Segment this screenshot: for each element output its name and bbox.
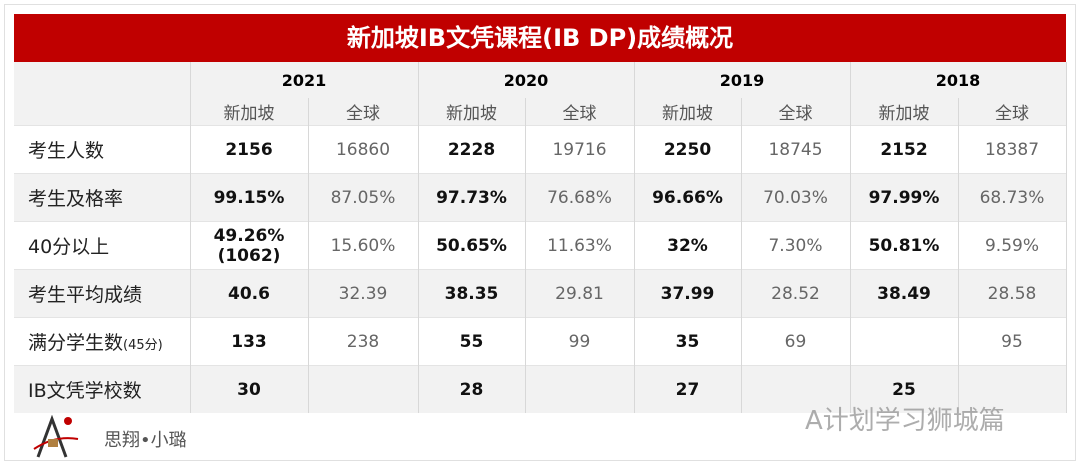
singapore-value: 97.99% (850, 173, 959, 222)
global-value: 70.03% (741, 173, 851, 222)
global-value (525, 365, 635, 413)
singapore-value: 40.6 (190, 269, 309, 318)
singapore-value: 99.15% (190, 173, 309, 222)
year-header: 2020 (418, 62, 635, 98)
singapore-value: 133 (190, 317, 309, 366)
corner-cell (14, 98, 191, 126)
singapore-value: 25 (850, 365, 959, 413)
year-header: 2021 (190, 62, 419, 98)
global-value: 68.73% (958, 173, 1067, 222)
table-row: IB文凭学校数 30 28 27 25 (14, 365, 1067, 413)
singapore-value: 55 (418, 317, 526, 366)
singapore-value: 97.73% (418, 173, 526, 222)
singapore-value: 32% (634, 221, 742, 270)
singapore-value: 50.65% (418, 221, 526, 270)
row-label-note: (45分) (123, 338, 163, 353)
singapore-value: 2250 (634, 125, 742, 174)
image-frame (4, 4, 1076, 461)
row-label-text: IB文凭学校数 (28, 380, 142, 402)
table-row: 40分以上 49.26%(1062) 15.60% 50.65% 11.63% 32% 7.… (14, 221, 1067, 270)
row-label-text: 考生及格率 (28, 188, 124, 210)
singapore-value: 35 (634, 317, 742, 366)
global-value: 28.52 (741, 269, 851, 318)
global-value: 7.30% (741, 221, 851, 270)
global-value: 95 (958, 317, 1067, 366)
singapore-value: 2156 (190, 125, 309, 174)
row-label: 40分以上 (14, 221, 191, 270)
row-label-text: 满分学生数 (28, 332, 124, 354)
global-value (958, 365, 1067, 413)
singapore-value: 27 (634, 365, 742, 413)
global-value: 19716 (525, 125, 635, 174)
global-value: 15.60% (308, 221, 419, 270)
singapore-value: 2228 (418, 125, 526, 174)
region-header: 全球 (308, 98, 419, 126)
table-row: 考生平均成绩 40.6 32.39 38.35 29.81 37.99 28.52 38.49… (14, 269, 1067, 318)
global-value: 16860 (308, 125, 419, 174)
singapore-value: 50.81% (850, 221, 959, 270)
corner-cell (14, 62, 191, 98)
global-value: 87.05% (308, 173, 419, 222)
singapore-value: 2152 (850, 125, 959, 174)
global-value: 18745 (741, 125, 851, 174)
table-row: 考生及格率 99.15% 87.05% 97.73% 76.68% 96.66% 70.03… (14, 173, 1067, 222)
table-title: 新加坡IB文凭课程(IB DP)成绩概况 (14, 14, 1066, 62)
table-row: 满分学生数(45分) 133 238 55 99 35 69 95 (14, 317, 1067, 366)
row-label: 考生平均成绩 (14, 269, 191, 318)
table-row: 考生人数 2156 16860 2228 19716 2250 18745 2152 18387 (14, 125, 1067, 174)
region-header: 新加坡 (634, 98, 742, 126)
row-label: 考生人数 (14, 125, 191, 174)
year-header: 2018 (850, 62, 1067, 98)
results-table: 2021 2020 2019 2018 新加坡 全球 新加坡 全球 新加坡 全球 新加… (14, 62, 1067, 413)
region-header: 全球 (525, 98, 635, 126)
singapore-value: 49.26%(1062) (190, 221, 309, 270)
region-header: 新加坡 (850, 98, 959, 126)
global-value: 76.68% (525, 173, 635, 222)
region-header: 新加坡 (418, 98, 526, 126)
year-header: 2019 (634, 62, 851, 98)
brand-name: 思翔•小璐 (104, 430, 187, 451)
global-value: 9.59% (958, 221, 1067, 270)
region-header: 新加坡 (190, 98, 309, 126)
region-header: 全球 (741, 98, 851, 126)
row-label-text: 考生平均成绩 (28, 284, 143, 306)
year-header-row: 2021 2020 2019 2018 (14, 62, 1067, 98)
global-value (308, 365, 419, 413)
row-label: 满分学生数(45分) (14, 317, 191, 366)
global-value: 28.58 (958, 269, 1067, 318)
singapore-value: 38.35 (418, 269, 526, 318)
singapore-value: 96.66% (634, 173, 742, 222)
global-value: 238 (308, 317, 419, 366)
row-label-text: 考生人数 (28, 140, 105, 162)
region-header-row: 新加坡 全球 新加坡 全球 新加坡 全球 新加坡 全球 (14, 98, 1067, 126)
singapore-value: 28 (418, 365, 526, 413)
row-label-text: 40分以上 (28, 236, 110, 258)
brand-logo (33, 415, 79, 458)
global-value: 29.81 (525, 269, 635, 318)
global-value: 18387 (958, 125, 1067, 174)
singapore-value: 30 (190, 365, 309, 413)
row-label: IB文凭学校数 (14, 365, 191, 413)
region-header: 全球 (958, 98, 1067, 126)
singapore-value: 37.99 (634, 269, 742, 318)
singapore-value: 38.49 (850, 269, 959, 318)
global-value: 11.63% (525, 221, 635, 270)
global-value: 69 (741, 317, 851, 366)
row-label: 考生及格率 (14, 173, 191, 222)
singapore-value (850, 317, 959, 366)
global-value: 32.39 (308, 269, 419, 318)
global-value (741, 365, 851, 413)
watermark: A计划学习狮城篇 (805, 406, 1005, 436)
global-value: 99 (525, 317, 635, 366)
